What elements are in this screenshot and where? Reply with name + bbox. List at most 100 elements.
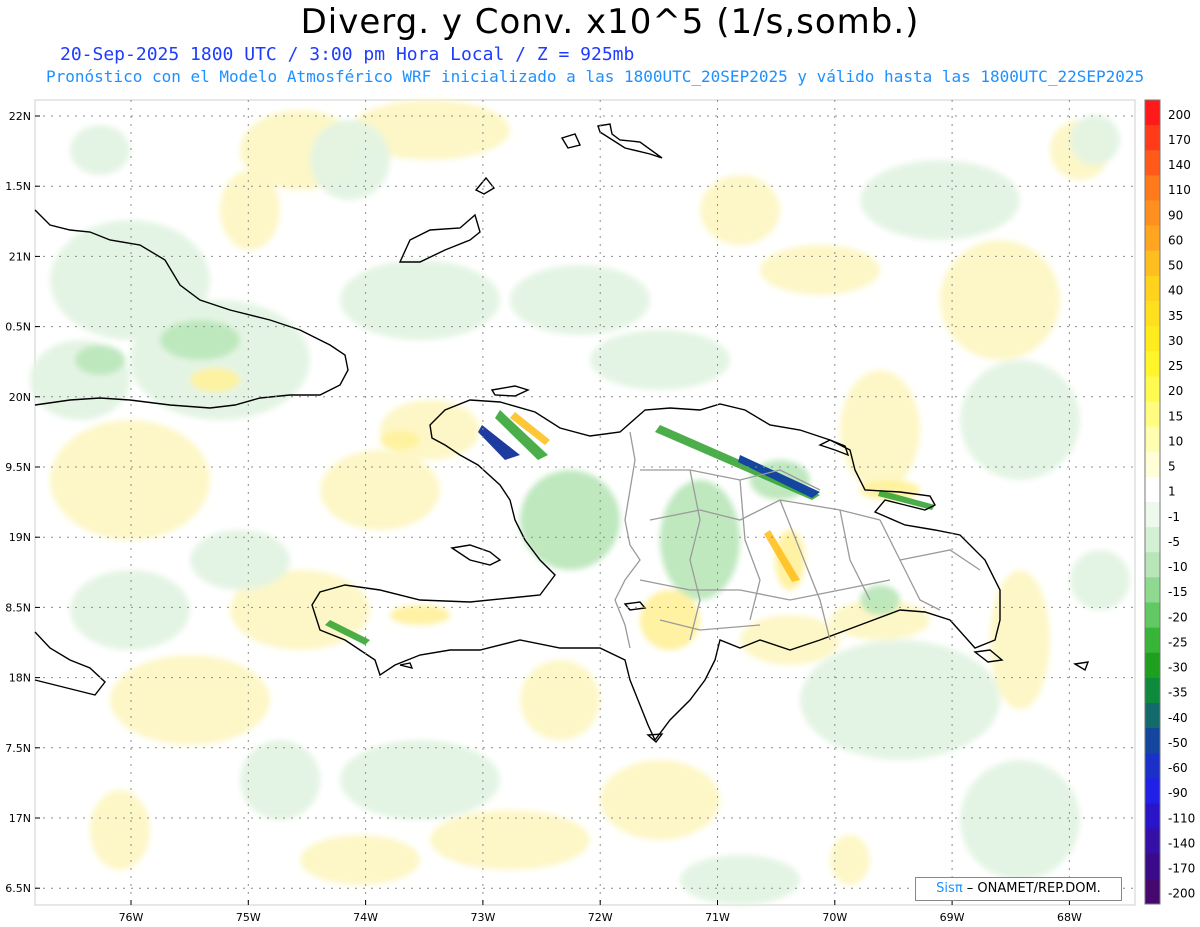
colorbar-label: 60 <box>1168 233 1183 247</box>
colorbar-label: 140 <box>1168 158 1191 172</box>
lon-label: 76W <box>119 911 144 924</box>
colorbar-swatch <box>1145 150 1160 176</box>
colorbar: 200 170 140 110 90 60 50 40 35 30 25 20 15 10 5 1 -1 -5 -1… <box>1144 99 1195 905</box>
colorbar-swatch <box>1145 426 1160 453</box>
colorbar-swatch <box>1145 552 1160 578</box>
colorbar-label: -60 <box>1168 761 1188 775</box>
colorbar-swatch <box>1145 828 1160 855</box>
lon-label: 69W <box>940 911 965 924</box>
colorbar-label: 35 <box>1168 309 1183 323</box>
colorbar-label: -10 <box>1168 560 1188 574</box>
colorbar-label: -1 <box>1168 510 1180 524</box>
colorbar-label: 30 <box>1168 334 1183 348</box>
lat-label: 18N <box>9 672 31 685</box>
pi-symbol: π <box>954 881 963 896</box>
colorbar-swatch <box>1145 326 1160 352</box>
colorbar-swatch <box>1145 100 1160 126</box>
lat-label: 22N <box>9 110 31 123</box>
colorbar-swatch <box>1145 502 1160 528</box>
colorbar-label: -110 <box>1168 811 1195 825</box>
lat-label: 21N <box>9 250 31 263</box>
colorbar-swatch <box>1145 451 1160 478</box>
colorbar-label: 15 <box>1168 409 1183 423</box>
colorbar-label: -35 <box>1168 686 1188 700</box>
colorbar-swatch <box>1145 175 1160 201</box>
colorbar-label: 110 <box>1168 183 1191 197</box>
colorbar-label: 25 <box>1168 359 1183 373</box>
colorbar-swatch <box>1145 351 1160 377</box>
lon-label: 68W <box>1057 911 1082 924</box>
colorbar-label: -170 <box>1168 862 1195 876</box>
lon-label: 74W <box>353 911 378 924</box>
longitude-labels: 76W 75W 74W 73W 72W 71W 70W 69W 68W <box>119 900 1082 924</box>
colorbar-frame <box>1144 99 1161 905</box>
colorbar-swatch <box>1145 803 1160 830</box>
lon-label: 75W <box>236 911 261 924</box>
colorbar-label: -5 <box>1168 535 1180 549</box>
colorbar-label: 200 <box>1168 108 1191 122</box>
colorbar-swatch <box>1145 125 1160 151</box>
lat-label: 0.5N <box>5 321 31 334</box>
colorbar-swatch <box>1145 853 1160 880</box>
lat-label: 6.5N <box>5 882 31 895</box>
lon-label: 73W <box>470 911 495 924</box>
convergence-bands <box>325 410 935 645</box>
colorbar-swatch <box>1145 602 1160 629</box>
latitude-labels: 22N 1.5N 21N 0.5N 20N 9.5N 19N 8.5N 18N 7.5N 17N 6.… <box>5 110 40 895</box>
colorbar-swatch <box>1145 677 1160 704</box>
colorbar-label: 170 <box>1168 133 1191 147</box>
colorbar-label: -50 <box>1168 736 1188 750</box>
lat-label: 9.5N <box>5 461 31 474</box>
lon-label: 71W <box>705 911 730 924</box>
lat-label: 1.5N <box>5 180 31 193</box>
lon-label: 72W <box>588 911 613 924</box>
colorbar-swatch <box>1145 652 1160 679</box>
colorbar-swatch <box>1145 753 1160 779</box>
colorbar-label: 1 <box>1168 485 1176 499</box>
lat-label: 7.5N <box>5 742 31 755</box>
lat-label: 8.5N <box>5 601 31 614</box>
colorbar-swatch <box>1145 577 1160 603</box>
field-shading <box>30 100 1130 905</box>
colorbar-swatch <box>1145 301 1160 327</box>
colorbar-label: -90 <box>1168 786 1188 800</box>
colorbar-swatch <box>1145 627 1160 654</box>
colorbar-swatch <box>1145 527 1160 553</box>
credit-brand: Sis <box>936 881 955 896</box>
colorbar-swatch <box>1145 275 1160 302</box>
colorbar-label: -20 <box>1168 610 1188 624</box>
colorbar-label: -15 <box>1168 585 1188 599</box>
lon-label: 70W <box>822 911 847 924</box>
colorbar-label: 40 <box>1168 284 1183 298</box>
lat-label: 19N <box>9 531 31 544</box>
colorbar-label: -30 <box>1168 661 1188 675</box>
colorbar-label: 5 <box>1168 460 1176 474</box>
colorbar-label: -140 <box>1168 836 1195 850</box>
colorbar-swatch <box>1145 878 1160 905</box>
colorbar-swatch <box>1145 401 1160 428</box>
coastlines <box>34 123 1090 744</box>
colorbar-swatch <box>1145 703 1160 729</box>
model-info-subtitle: Pronóstico con el Modelo Atmosférico WRF… <box>46 67 1145 86</box>
colorbar-label: -40 <box>1168 711 1188 725</box>
colorbar-label: -200 <box>1168 887 1195 901</box>
colorbar-swatch <box>1145 225 1160 252</box>
lat-label: 17N <box>9 812 31 825</box>
colorbar-swatch <box>1145 376 1160 402</box>
colorbar-label: 90 <box>1168 208 1183 222</box>
colorbar-swatch <box>1145 778 1160 804</box>
credit-org: – ONAMET/REP.DOM. <box>966 881 1101 896</box>
colorbar-swatch <box>1145 476 1160 503</box>
forecast-time-subtitle: 20-Sep-2025 1800 UTC / 3:00 pm Hora Loca… <box>60 44 635 65</box>
map-title: Diverg. y Conv. x10^5 (1/s,somb.) <box>300 2 920 42</box>
colorbar-label: 50 <box>1168 259 1183 273</box>
colorbar-swatch <box>1145 200 1160 227</box>
lat-label: 20N <box>9 391 31 404</box>
credit-box: Sisπ – ONAMET/REP.DOM. <box>915 877 1122 901</box>
province-borders <box>614 431 981 649</box>
colorbar-label: 20 <box>1168 384 1183 398</box>
colorbar-swatch <box>1145 250 1160 277</box>
colorbar-swatch <box>1145 728 1160 754</box>
colorbar-label: -25 <box>1168 635 1188 649</box>
